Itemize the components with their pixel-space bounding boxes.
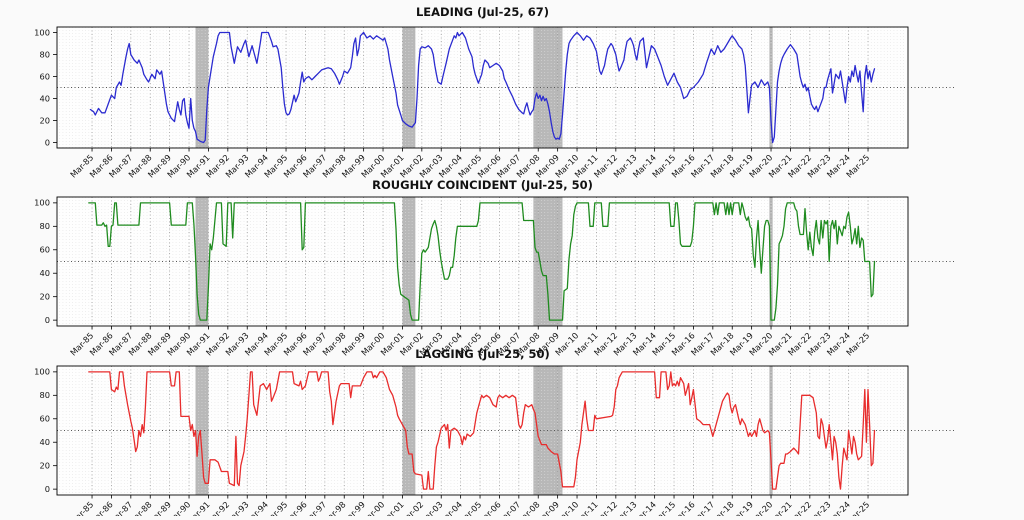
y-tick-label: 100	[34, 27, 50, 37]
y-tick-label: 80	[39, 221, 50, 231]
leading-diffusion-index-line	[89, 31, 876, 144]
y-tick-label: 20	[39, 115, 50, 125]
lagging-chart: Mar-85Mar-86Mar-87Mar-88Mar-89Mar-90Mar-…	[34, 365, 955, 520]
y-tick-label: 40	[39, 268, 50, 278]
leading-chart-title: LEADING (Jul-25, 67)	[416, 5, 549, 19]
plot-spines	[56, 196, 909, 327]
plot-area	[57, 366, 908, 495]
y-tick-label: 0	[45, 484, 50, 494]
coincident-chart-title: ROUGHLY COINCIDENT (Jul-25, 50)	[372, 178, 593, 192]
y-tick-label: 100	[34, 198, 50, 208]
y-tick-label: 0	[45, 315, 50, 325]
lagging-diffusion-index-line	[88, 371, 876, 490]
x-tick-label: Mar-85	[68, 499, 95, 516]
plot-area	[57, 197, 908, 326]
y-tick-label: 20	[39, 460, 50, 470]
lagging-chart-title: LAGGING (Jul-25, 50)	[415, 347, 550, 361]
y-tick-label: 100	[34, 367, 50, 377]
y-tick-label: 20	[39, 291, 50, 301]
plot-spines	[56, 26, 909, 149]
y-tick-label: 80	[39, 49, 50, 59]
y-tick-label: 60	[39, 245, 50, 255]
y-tick-label: 80	[39, 390, 50, 400]
y-tick-label: 60	[39, 71, 50, 81]
plot-spines	[56, 365, 909, 496]
plot-area	[57, 27, 908, 148]
y-tick-label: 40	[39, 93, 50, 103]
coincident-diffusion-index-line	[88, 202, 876, 321]
y-tick-label: 0	[45, 137, 50, 147]
leading-chart: Mar-85Mar-86Mar-87Mar-88Mar-89Mar-90Mar-…	[34, 26, 955, 180]
y-tick-label: 40	[39, 437, 50, 447]
coincident-chart: Mar-85Mar-86Mar-87Mar-88Mar-89Mar-90Mar-…	[34, 196, 955, 358]
y-tick-label: 60	[39, 414, 50, 424]
